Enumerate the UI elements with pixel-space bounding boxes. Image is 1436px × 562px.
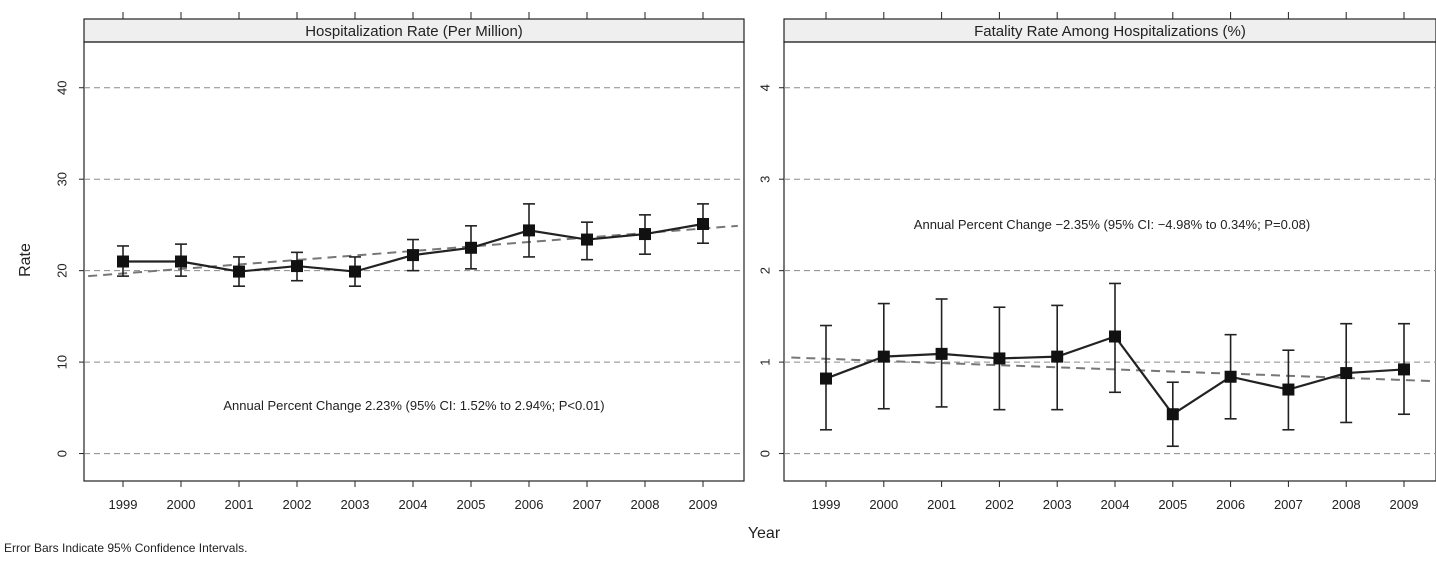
y-axis-title: Rate xyxy=(17,243,34,277)
data-point xyxy=(1109,330,1121,343)
x-tick-label: 2003 xyxy=(1043,497,1072,512)
data-point xyxy=(233,265,245,278)
y-tick-label: 0 xyxy=(55,450,70,457)
x-tick-label: 2007 xyxy=(1274,497,1303,512)
footnote: Error Bars Indicate 95% Confidence Inter… xyxy=(4,541,248,555)
y-tick-label: 10 xyxy=(55,355,70,369)
y-tick-label: 40 xyxy=(55,80,70,94)
x-tick-label: 1999 xyxy=(109,497,138,512)
data-point xyxy=(639,228,651,241)
plot-frame xyxy=(783,41,1436,482)
x-tick-label: 2009 xyxy=(689,497,718,512)
y-tick-label: 30 xyxy=(55,172,70,186)
x-tick-label: 2009 xyxy=(1390,497,1419,512)
data-point xyxy=(407,249,419,262)
x-tick-label: 2006 xyxy=(515,497,544,512)
data-point xyxy=(117,255,129,268)
data-point xyxy=(935,347,948,360)
panel-title: Fatality Rate Among Hospitalizations (%) xyxy=(974,23,1246,40)
x-tick-label: 2002 xyxy=(283,497,312,512)
y-tick-label: 4 xyxy=(758,84,773,91)
trend-line xyxy=(88,224,738,278)
y-tick-label: 3 xyxy=(758,176,773,183)
data-point xyxy=(1282,383,1295,396)
data-point xyxy=(1166,408,1179,421)
panel-2: Fatality Rate Among Hospitalizations (%)… xyxy=(758,12,1436,512)
annotation: Annual Percent Change 2.23% (95% CI: 1.5… xyxy=(223,398,604,413)
x-tick-label: 2000 xyxy=(167,497,196,512)
data-point xyxy=(697,218,709,231)
x-axis-title: Year xyxy=(748,525,781,540)
data-point xyxy=(1398,363,1410,376)
data-point xyxy=(291,260,303,273)
chart-figure: Hospitalization Rate (Per Million)010203… xyxy=(17,12,1436,540)
panel-1: Hospitalization Rate (Per Million) 0 10 20 3… xyxy=(17,12,745,512)
x-tick-label: 2006 xyxy=(1216,497,1245,512)
data-point xyxy=(581,233,593,246)
x-tick-label: 2003 xyxy=(341,497,370,512)
data-point xyxy=(1340,367,1353,380)
x-tick-label: 2000 xyxy=(869,497,898,512)
data-point xyxy=(523,224,535,237)
y-tick-label: 0 xyxy=(758,450,773,457)
data-point xyxy=(877,350,890,363)
x-tick-label: 2004 xyxy=(1101,497,1130,512)
y-tick-label: 2 xyxy=(758,267,773,274)
data-point xyxy=(175,255,187,268)
data-point xyxy=(465,241,477,254)
x-tick-label: 2004 xyxy=(399,497,428,512)
x-tick-label: 2008 xyxy=(1332,497,1361,512)
x-tick-label: 2005 xyxy=(1158,497,1187,512)
annotation: Annual Percent Change −2.35% (95% CI: −4… xyxy=(914,217,1310,232)
y-tick-label: 20 xyxy=(55,263,70,277)
x-tick-label: 2008 xyxy=(631,497,660,512)
data-point xyxy=(1224,370,1237,383)
y-tick-label: 1 xyxy=(758,358,773,365)
data-point xyxy=(1051,350,1064,363)
plot-frame xyxy=(83,41,745,482)
panel-title: Hospitalization Rate (Per Million) xyxy=(305,23,523,40)
data-point xyxy=(820,372,832,385)
x-tick-label: 2001 xyxy=(927,497,956,512)
x-tick-label: 1999 xyxy=(812,497,841,512)
data-point xyxy=(993,352,1006,365)
x-tick-label: 2001 xyxy=(225,497,254,512)
x-tick-label: 2002 xyxy=(985,497,1014,512)
x-tick-label: 2007 xyxy=(573,497,602,512)
data-point xyxy=(349,265,361,278)
x-tick-label: 2005 xyxy=(457,497,486,512)
